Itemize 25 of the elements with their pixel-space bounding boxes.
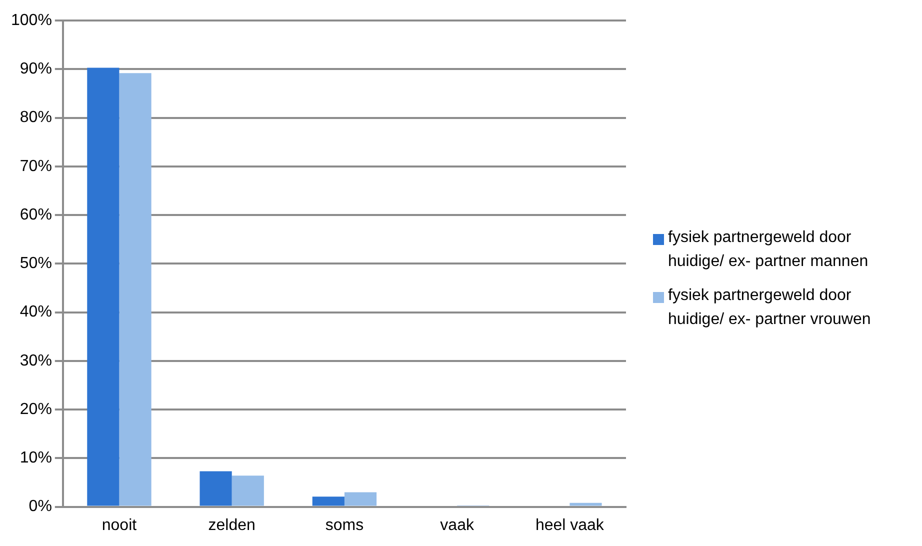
bar [312, 496, 344, 506]
y-tick-label: 40% [20, 304, 52, 321]
legend-label: fysiek partnergeweld door huidige/ ex- partner mannen [668, 228, 870, 272]
x-tick-label: soms [325, 516, 364, 534]
bar [570, 502, 602, 506]
x-tick-label: vaak [440, 516, 475, 534]
y-tick-label: 50% [20, 255, 52, 272]
x-tick-label: heel vaak [535, 516, 605, 534]
legend-label: fysiek partnergeweld door huidige/ ex- partner vrouwen [668, 286, 872, 330]
bar [344, 492, 377, 506]
bar [87, 68, 120, 506]
y-tick-label: 90% [20, 60, 52, 78]
y-tick-label: 0% [28, 498, 52, 516]
x-tick-label: nooit [102, 516, 138, 534]
y-tick-label: 10% [20, 450, 52, 467]
y-tick-label: 60% [20, 206, 52, 224]
y-tick-label: 80% [20, 109, 52, 126]
bar [232, 476, 264, 506]
x-tick-label: zelden [208, 516, 256, 534]
y-tick-label: 30% [20, 352, 52, 370]
y-tick-label: 20% [20, 400, 52, 418]
y-tick-label: 70% [20, 158, 52, 175]
y-tick-label: 100% [11, 12, 52, 30]
bar [200, 471, 232, 506]
bar [119, 73, 152, 506]
